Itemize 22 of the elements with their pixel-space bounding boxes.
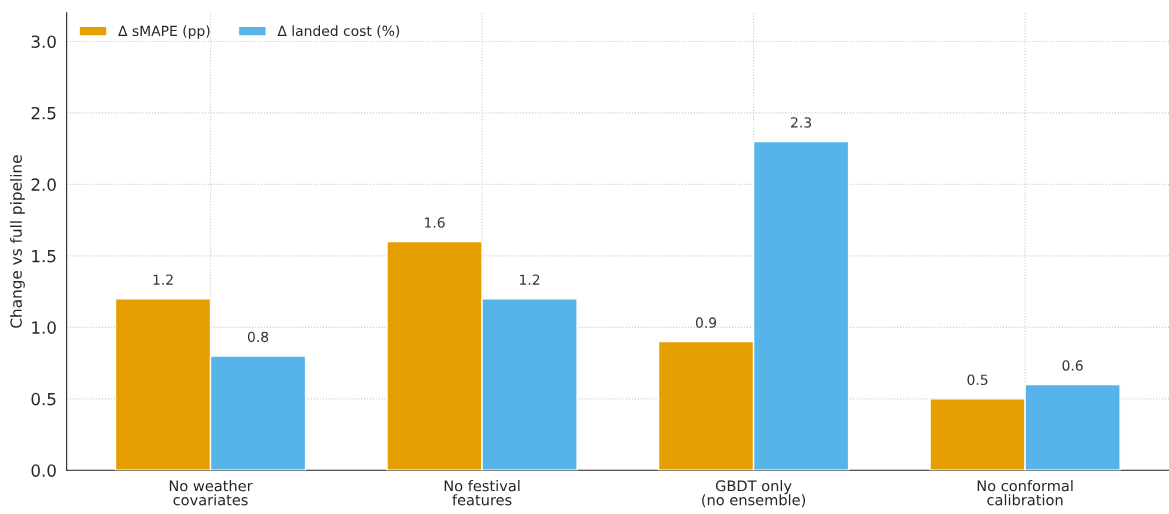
data-label: 1.6 (425, 217, 445, 228)
y-tick-label: 3.0 (31, 35, 56, 49)
y-tick-label: 2.5 (31, 106, 56, 120)
x-tick-label: GBDT only (no ensemble) (702, 480, 806, 508)
data-label: 0.8 (247, 331, 269, 343)
y-tick-label: 1.0 (32, 321, 56, 334)
y-tick-label: 0.5 (31, 392, 56, 406)
y-axis-title: Change vs full pipeline (10, 155, 25, 328)
data-label: 0.9 (695, 317, 717, 328)
x-tick-label: No weather covariates (169, 480, 253, 506)
data-label: 2.3 (791, 117, 812, 128)
data-label: 1.2 (153, 274, 173, 285)
legend-label: Δ sMAPE (pp) (118, 25, 210, 39)
x-tick-label: No festival features (444, 480, 520, 506)
legend-label: Δ landed cost (%) (277, 25, 400, 38)
data-label: 0.6 (1062, 360, 1083, 371)
data-label: 0.5 (967, 374, 988, 386)
y-tick-label: 1.5 (32, 250, 56, 263)
y-tick-label: 0.0 (31, 464, 56, 477)
data-label: 1.2 (520, 274, 540, 285)
y-tick-label: 2.0 (31, 178, 56, 191)
x-tick-label: No conformal calibration (977, 480, 1073, 506)
